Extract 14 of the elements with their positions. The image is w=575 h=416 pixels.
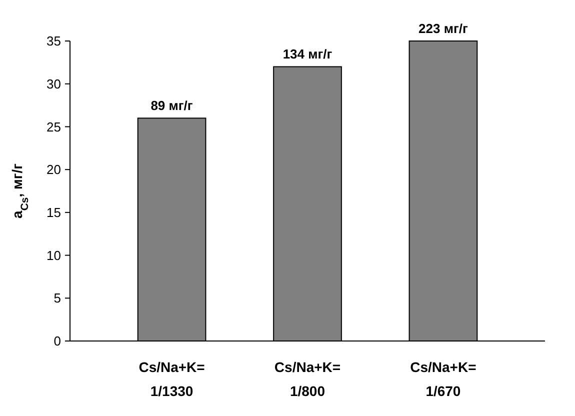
annotation: 134 мг/г — [282, 46, 333, 62]
y-tick-label: 30 — [46, 76, 61, 92]
y-tick-label: 25 — [46, 119, 61, 134]
y-tick-label: 5 — [54, 290, 61, 306]
annotation: 223 мг/г — [418, 21, 468, 36]
y-tick-label: 20 — [46, 162, 61, 178]
x-tick-label: Cs/Na+K= 1/670 — [410, 359, 476, 399]
y-tick-label: 10 — [46, 248, 61, 263]
y-tick-label: 35 — [46, 34, 61, 49]
x-tick-label: Cs/Na+K= 1/1330 — [138, 359, 205, 399]
y-tick-label: 0 — [54, 334, 61, 349]
y-tick-label: 15 — [46, 204, 61, 220]
annotation: 89 мг/г — [150, 98, 194, 114]
x-tick-label: Cs/Na+K= 1/800 — [274, 359, 341, 399]
